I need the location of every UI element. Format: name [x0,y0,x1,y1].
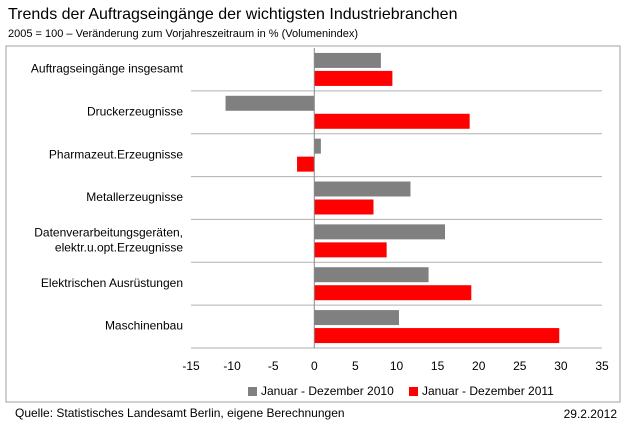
legend-swatch [409,387,418,396]
category-label: Auftragseingänge insgesamt [31,62,184,76]
bar [314,113,470,129]
bar [314,70,393,86]
chart-title: Trends der Auftragseingänge der wichtigs… [8,6,457,23]
source: Quelle: Statistisches Landesamt Berlin, … [15,406,345,420]
x-tick-label: 5 [352,359,359,373]
bar [314,242,387,258]
x-tick-label: 30 [554,359,568,373]
bar [314,138,321,154]
category-label: Maschinenbau [105,319,183,333]
bar [314,328,560,344]
category-label: Elektrischen Ausrüstungen [41,276,183,290]
bar [314,285,472,301]
legend-swatch [248,387,257,396]
x-tick-label: -10 [223,359,241,373]
chart-subtitle: 2005 = 100 – Veränderung zum Vorjahresze… [8,28,358,40]
bar [314,52,381,68]
bar [314,181,411,197]
bar [225,95,315,111]
x-tick-label: 35 [595,359,609,373]
x-tick-label: 15 [431,359,445,373]
category-label: Datenverarbeitungsgeräten, elektr.u.opt.E… [34,226,183,255]
x-tick-label: -5 [268,359,279,373]
x-tick-label: 25 [513,359,527,373]
x-tick-label: 20 [472,359,486,373]
date: 29.2.2012 [564,407,618,421]
category-label: Druckerzeugnisse [87,104,183,118]
bar [314,199,374,215]
category-label: Pharmazeut.Erzeugnisse [49,147,183,161]
bar [314,267,429,283]
legend-label: Januar - Dezember 2011 [422,384,554,398]
bar [297,156,315,172]
x-tick-label: 0 [311,359,318,373]
bar [314,224,445,240]
x-tick-label: -15 [182,359,200,373]
category-label: Metallerzeugnisse [86,190,183,204]
bar [314,310,399,326]
category-label-line: Datenverarbeitungsgeräten, [34,226,183,240]
x-tick-label: 10 [390,359,404,373]
legend-label: Januar - Dezember 2010 [261,384,394,398]
plot-frame [5,45,621,403]
category-label-line: elektr.u.opt.Erzeugnisse [55,241,183,255]
